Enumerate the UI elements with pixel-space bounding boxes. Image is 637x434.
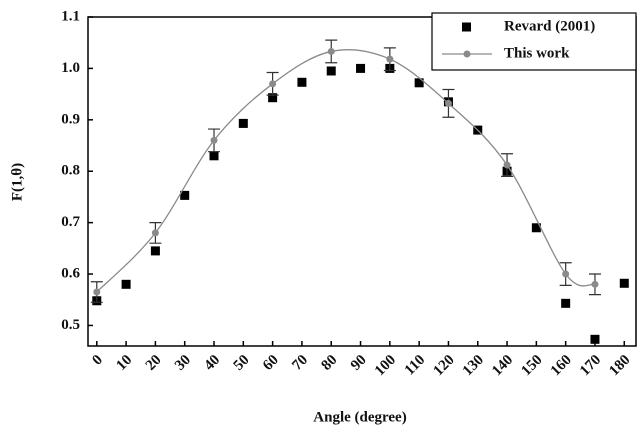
point: [269, 80, 277, 88]
point: [531, 223, 541, 233]
point: [386, 55, 394, 63]
y-tick-label: 0.5: [61, 317, 80, 333]
point: [327, 47, 335, 55]
x-tick-label: 80: [319, 352, 341, 374]
y-tick-label: 1.0: [61, 60, 80, 76]
point: [180, 190, 190, 200]
x-tick-label: 130: [460, 352, 487, 379]
point: [356, 63, 366, 73]
legend-marker: [463, 50, 471, 58]
point: [414, 78, 424, 88]
legend-label: This work: [504, 45, 570, 61]
y-tick-label: 0.6: [61, 265, 80, 281]
y-tick-label: 1.1: [61, 8, 80, 24]
point: [238, 118, 248, 128]
x-tick-label: 150: [518, 352, 545, 379]
point: [562, 270, 570, 278]
point: [503, 161, 511, 169]
point: [268, 93, 278, 103]
x-tick-label: 110: [402, 352, 429, 379]
point: [151, 229, 159, 237]
x-tick-label: 20: [143, 352, 165, 374]
x-tick-label: 160: [548, 352, 575, 379]
point: [590, 334, 600, 344]
point: [297, 77, 307, 87]
point: [210, 136, 218, 144]
x-tick-label: 60: [260, 352, 282, 374]
point: [591, 280, 599, 288]
x-tick-label: 30: [172, 352, 194, 374]
legend-label: Revard (2001): [504, 18, 595, 34]
point: [209, 151, 219, 161]
fit-line: [96, 49, 596, 293]
y-axis-title: F(1,θ): [9, 163, 25, 201]
legend-marker: [462, 22, 471, 32]
x-tick-label: 70: [289, 352, 311, 374]
x-tick-label: 10: [113, 352, 135, 374]
x-tick-label: 120: [430, 352, 457, 379]
x-tick-label: 40: [201, 352, 223, 374]
point: [444, 99, 452, 107]
point: [326, 66, 336, 76]
y-tick-label: 0.8: [61, 163, 80, 179]
x-tick-label: 0: [89, 352, 106, 369]
y-tick-label: 0.9: [61, 111, 80, 127]
point: [121, 279, 131, 289]
point: [619, 278, 629, 288]
x-tick-label: 100: [372, 352, 399, 379]
x-tick-label: 170: [577, 352, 604, 379]
point: [93, 288, 101, 296]
x-tick-label: 140: [489, 352, 516, 379]
y-tick-label: 0.7: [61, 214, 80, 230]
x-tick-label: 90: [348, 352, 370, 374]
x-axis-title: Angle (degree): [313, 409, 406, 425]
point: [150, 246, 160, 256]
x-tick-label: 50: [231, 352, 253, 374]
plot-frame: [87, 16, 637, 347]
x-tick-label: 180: [606, 352, 633, 379]
point: [561, 298, 571, 308]
